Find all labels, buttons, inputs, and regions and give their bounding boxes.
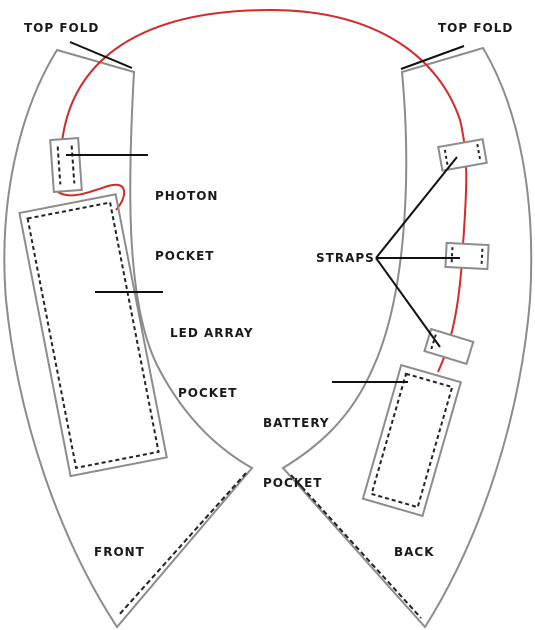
led-array-pocket-label-line1: LED ARRAY	[170, 326, 254, 340]
front-panel-outline	[3, 48, 254, 629]
photon-pocket	[49, 137, 83, 193]
battery-pocket-stitch	[370, 372, 454, 509]
top-fold-line-right	[400, 45, 465, 70]
straps-leader-top	[375, 156, 458, 259]
strap-top	[437, 138, 488, 172]
photon-pocket-label-line1: PHOTON	[155, 189, 219, 203]
strap-middle-stitch	[450, 247, 454, 264]
back-panel-stitch-line	[290, 474, 422, 619]
led-array-pocket-label: LED ARRAY POCKET	[170, 283, 254, 443]
back-panel-outline	[281, 46, 533, 629]
battery-pocket-outline	[361, 363, 463, 518]
strap-middle	[444, 241, 490, 271]
battery-pocket-label-line2: POCKET	[263, 476, 323, 490]
strap-top-stitch	[476, 143, 482, 161]
photon-pocket-outline	[49, 137, 83, 193]
straps-leader-bottom	[375, 257, 441, 348]
photon-pocket-label-line2: POCKET	[155, 249, 215, 263]
strap-bottom-outline	[423, 327, 475, 366]
strap-middle-stitch	[480, 248, 484, 265]
battery-pocket-label-line1: BATTERY	[263, 416, 330, 430]
strap-middle-outline	[444, 241, 490, 271]
top-fold-line-left	[69, 41, 133, 69]
strap-bottom	[423, 327, 475, 366]
battery-pocket	[361, 363, 463, 518]
strap-bottom-stitch	[430, 334, 437, 350]
photon-pocket-label: PHOTON POCKET	[155, 146, 218, 306]
top-fold-label-left: TOP FOLD	[24, 21, 100, 35]
top-fold-label-right: TOP FOLD	[438, 21, 514, 35]
red-wire-loop	[57, 183, 126, 211]
strap-top-outline	[437, 138, 488, 172]
strap-top-stitch	[443, 149, 449, 166]
led-array-pocket-stitch	[26, 201, 160, 470]
photon-pocket-stitch	[70, 145, 76, 184]
red-wire	[61, 8, 468, 373]
led-array-pocket-label-line2: POCKET	[178, 386, 238, 400]
straps-label: STRAPS	[316, 251, 375, 265]
battery-pocket-label: BATTERY POCKET	[263, 373, 330, 533]
led-array-pocket	[18, 193, 168, 478]
led-array-pocket-outline	[18, 193, 168, 478]
front-label: FRONT	[94, 545, 145, 559]
back-label: BACK	[394, 545, 435, 559]
photon-pocket-stitch	[56, 146, 62, 185]
